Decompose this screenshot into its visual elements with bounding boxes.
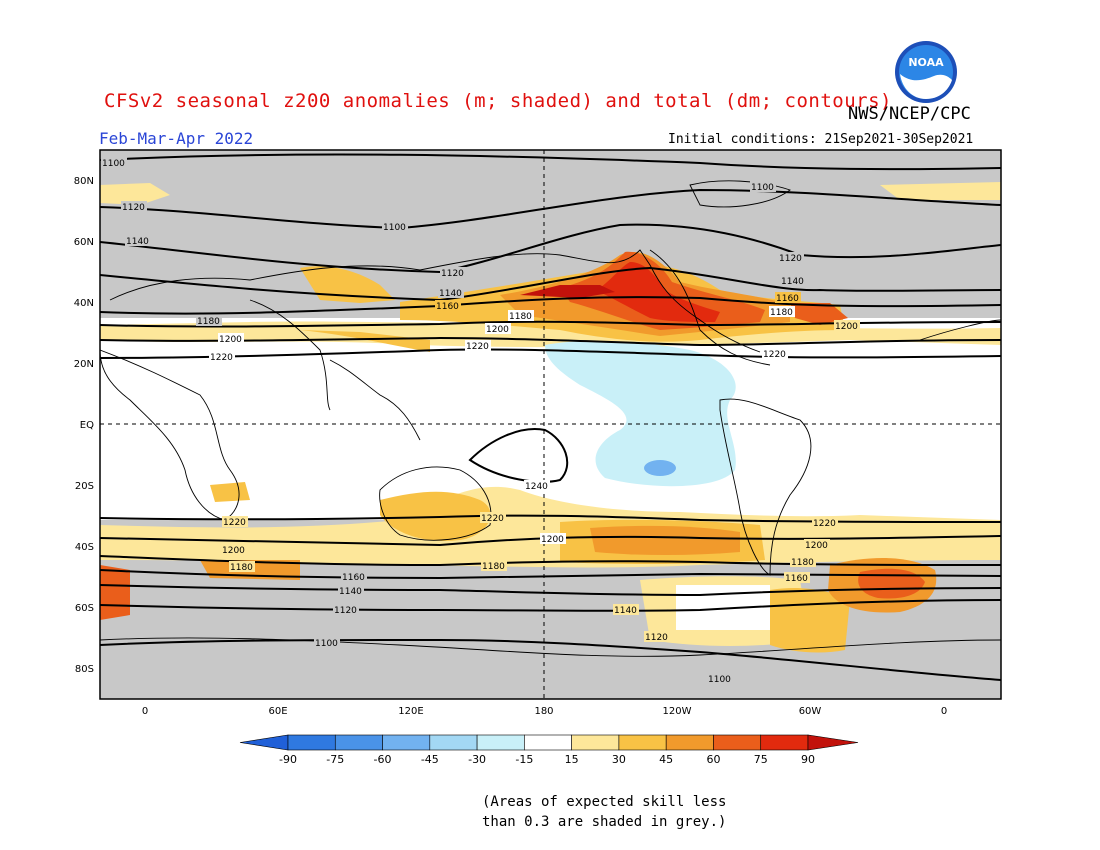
- logo-text: NOAA: [908, 56, 944, 69]
- contour-label: 1100: [708, 675, 731, 685]
- lat-label: 80S: [75, 664, 94, 675]
- contour-label: 1160: [776, 294, 799, 304]
- colorbar-label: -15: [515, 753, 533, 766]
- lon-label: 60W: [799, 706, 822, 717]
- contour-label: 1160: [342, 573, 365, 583]
- contour-label: 1200: [805, 541, 828, 551]
- skill-note: (Areas of expected skill less than 0.3 a…: [482, 792, 726, 832]
- contour-label: 1220: [813, 519, 836, 529]
- colorbar-label: -60: [374, 753, 392, 766]
- lat-label: 60N: [74, 237, 94, 248]
- contour-label: 1160: [785, 574, 808, 584]
- colorbar-swatch: [571, 734, 620, 751]
- contour-label: 1200: [222, 546, 245, 556]
- colorbar-swatch: [665, 734, 714, 751]
- contour-label: 1180: [197, 317, 220, 327]
- contour-label: 1200: [486, 325, 509, 335]
- colorbar-arrow-low: [239, 734, 289, 751]
- contour-label: 1100: [383, 223, 406, 233]
- skill-note-line: (Areas of expected skill less: [482, 794, 727, 810]
- colorbar-swatch: [382, 734, 431, 751]
- skill-note-line: than 0.3 are shaded in grey.): [482, 814, 727, 830]
- colorbar-label: -45: [421, 753, 439, 766]
- colorbar-label: 75: [754, 753, 768, 766]
- longitude-axis: 0 60E 120E 180 120W 60W 0: [142, 706, 947, 717]
- latitude-axis: 80N 60N 40N 20N EQ 20S 40S 60S 80S: [74, 176, 94, 675]
- colorbar-label: -90: [279, 753, 297, 766]
- contour-label: 1220: [763, 350, 786, 360]
- negative-anomaly-shading: [545, 340, 736, 487]
- contour-label: 1120: [779, 254, 802, 264]
- plot-frame: [99, 149, 1002, 700]
- contour-label: 1120: [334, 606, 357, 616]
- lat-label: 20N: [74, 359, 94, 370]
- contour-label: 1220: [223, 518, 246, 528]
- lat-label: 80N: [74, 176, 94, 187]
- forecast-period: Feb-Mar-Apr 2022: [99, 129, 254, 148]
- contour-label: 1200: [219, 335, 242, 345]
- colorbar: -90 -75 -60 -45 -30 -15 15 30 45 60 75 90: [239, 734, 859, 766]
- lon-label: 0: [142, 706, 148, 717]
- noaa-logo: NOAA: [895, 41, 957, 103]
- contour-label: 1140: [126, 237, 149, 247]
- colorbar-label: 90: [801, 753, 815, 766]
- colorbar-swatch: [524, 734, 572, 751]
- colorbar-swatch: [334, 734, 383, 751]
- colorbar-swatch: [618, 734, 667, 751]
- agency-label: NWS/NCEP/CPC: [848, 104, 971, 124]
- contour-label: 1160: [436, 302, 459, 312]
- colorbar-label: 60: [706, 753, 720, 766]
- lat-label: EQ: [80, 420, 94, 431]
- colorbar-label: 30: [612, 753, 626, 766]
- contour-label: 1120: [441, 269, 464, 279]
- lon-label: 180: [534, 706, 553, 717]
- contour-label: 1120: [645, 633, 668, 643]
- contour-label: 1180: [791, 558, 814, 568]
- lat-label: 40S: [75, 542, 94, 553]
- lon-label: 120E: [398, 706, 423, 717]
- contour-label: 1140: [614, 606, 637, 616]
- contour-label: 1180: [482, 562, 505, 572]
- contour-label: 1240: [525, 482, 548, 492]
- colorbar-label: 45: [659, 753, 673, 766]
- lat-label: 60S: [75, 603, 94, 614]
- map-title: CFSv2 seasonal z200 anomalies (m; shaded…: [104, 90, 892, 112]
- colorbar-swatch: [476, 734, 525, 751]
- contour-label: 1100: [102, 159, 125, 169]
- contour-label: 1180: [509, 312, 532, 322]
- contour-label: 1200: [541, 535, 564, 545]
- colorbar-label: -30: [468, 753, 486, 766]
- contour-label: 1140: [339, 587, 362, 597]
- height-contours: [100, 153, 1001, 681]
- lon-label: 60E: [268, 706, 287, 717]
- colorbar-label: 15: [565, 753, 579, 766]
- colorbar-arrow-high: [807, 734, 859, 751]
- lon-label: 120W: [663, 706, 692, 717]
- initial-conditions: Initial conditions: 21Sep2021-30Sep2021: [668, 132, 974, 147]
- colorbar-swatch: [287, 734, 336, 751]
- contour-label: 1100: [751, 183, 774, 193]
- colorbar-swatch: [429, 734, 478, 751]
- contour-label: 1220: [210, 353, 233, 363]
- contour-label: 1140: [439, 289, 462, 299]
- lon-label: 0: [941, 706, 947, 717]
- contour-labels: 1100 1120 1140 1180 1200 1220 1100 1120 …: [101, 157, 860, 685]
- contour-label: 1220: [481, 514, 504, 524]
- colorbar-swatch: [713, 734, 762, 751]
- contour-label: 1100: [315, 639, 338, 649]
- contour-label: 1120: [122, 203, 145, 213]
- colorbar-label: -75: [326, 753, 344, 766]
- contour-label: 1180: [770, 308, 793, 318]
- lat-label: 40N: [74, 298, 94, 309]
- contour-label: 1200: [835, 322, 858, 332]
- contour-label: 1140: [781, 277, 804, 287]
- contour-label: 1220: [466, 342, 489, 352]
- colorbar-swatch: [760, 734, 809, 751]
- lat-label: 20S: [75, 481, 94, 492]
- contour-label: 1180: [230, 563, 253, 573]
